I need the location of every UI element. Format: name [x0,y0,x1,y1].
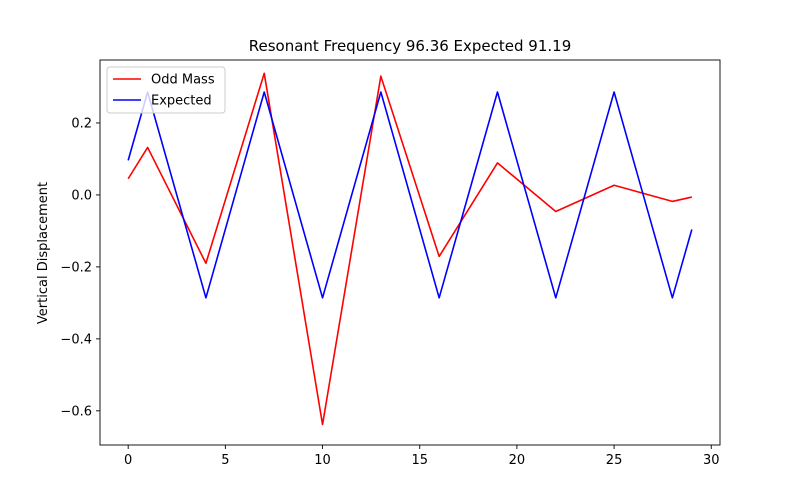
series-line-1 [127,91,693,299]
y-tick-label: −0.4 [60,332,92,347]
series-line-0 [127,72,692,426]
legend-label-1: Expected [151,94,212,109]
y-tick-label: 0.2 [71,116,92,131]
x-tick-label: 20 [509,453,526,468]
y-tick-label: −0.2 [60,260,92,275]
x-tick-label: 15 [411,453,428,468]
y-tick-label: 0.0 [71,188,92,203]
x-tick-label: 30 [703,453,720,468]
y-tick-label: −0.6 [60,404,92,419]
y-axis-label: Vertical Displacement [36,182,51,324]
legend-label-0: Odd Mass [151,73,215,88]
chart-title: Resonant Frequency 96.36 Expected 91.19 [249,37,572,55]
plot-frame [99,59,721,446]
plot-area: 0 5 10 15 20 25 30 −0.6 −0.4 −0.2 0.0 0.2 Odd Mass Ex… [60,59,721,468]
x-tick-label: 0 [124,453,132,468]
x-tick-label: 25 [606,453,623,468]
x-tick-label: 5 [221,453,229,468]
x-tick-label: 10 [314,453,331,468]
